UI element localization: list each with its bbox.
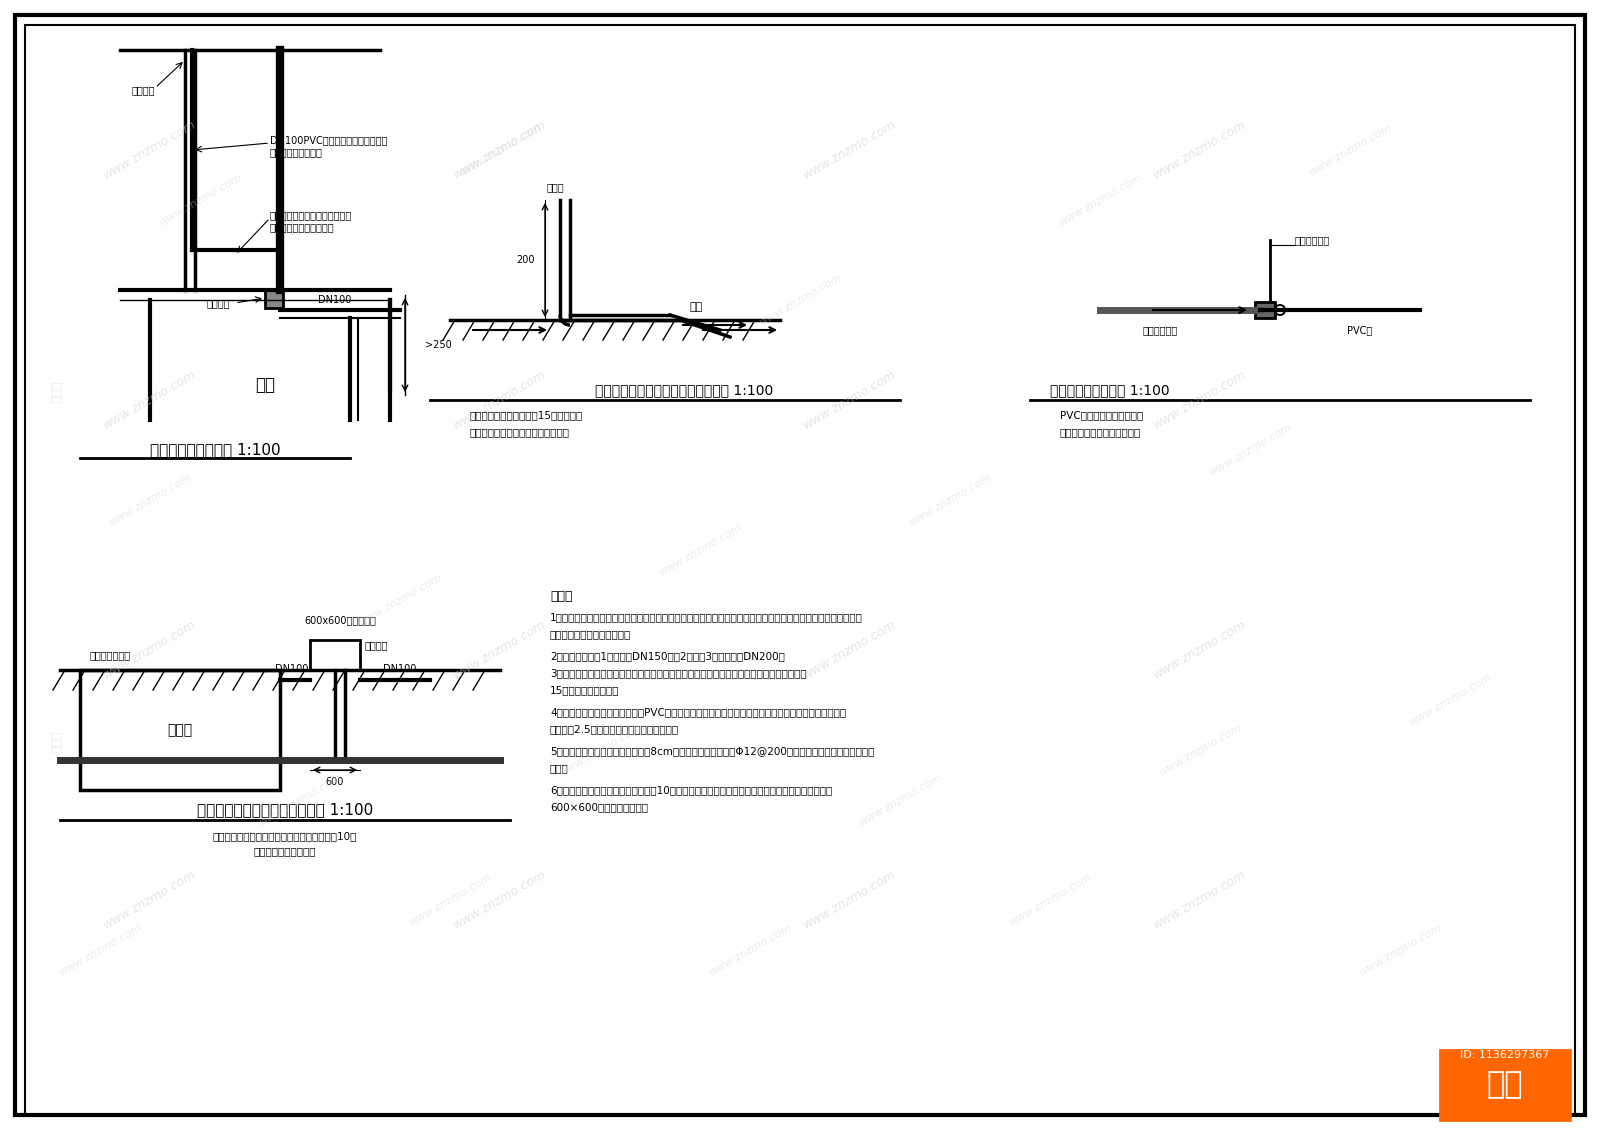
Text: www.znzmo.com: www.znzmo.com (451, 118, 549, 182)
Text: 能让雨水流入化籪池或籪坑。: 能让雨水流入化籪池或籪坑。 (550, 629, 632, 638)
Text: 清扫口: 清扫口 (546, 182, 563, 192)
Text: www.znzmo.com: www.znzmo.com (157, 172, 243, 228)
Text: 2、入户接管：接1户，管径DN150；接2户或、3户，合流管DN200。: 2、入户接管：接1户，管径DN150；接2户或、3户，合流管DN200。 (550, 651, 786, 661)
Text: www.znzmo.com: www.znzmo.com (1058, 172, 1142, 228)
Text: 知末网: 知末网 (50, 381, 62, 403)
Text: 200: 200 (517, 255, 534, 266)
Text: 化粪池: 化粪池 (168, 723, 192, 737)
Text: 4、从籪坑接出的管，接管处安装PVC格栋地面。籪坑接管封闭之后，须安装通气管至合适高度（或屋面: 4、从籪坑接出的管，接管处安装PVC格栋地面。籪坑接管封闭之后，须安装通气管至合… (550, 707, 846, 718)
Text: www.znzmo.com: www.znzmo.com (1357, 922, 1443, 977)
Bar (1254, 302, 1275, 318)
Bar (1440, 1050, 1570, 1120)
Text: DN100: DN100 (318, 295, 352, 305)
Text: www.znzmo.com: www.znzmo.com (802, 368, 899, 432)
Text: 钢筋混凝土管: 钢筋混凝土管 (1142, 325, 1178, 334)
Text: 偏心异径接头: 偏心异径接头 (1294, 235, 1330, 245)
Text: 建筑外墙: 建筑外墙 (131, 85, 155, 95)
Text: www.znzmo.com: www.znzmo.com (458, 122, 542, 177)
Text: DN100: DN100 (275, 664, 309, 673)
Text: www.znzmo.com: www.znzmo.com (1006, 872, 1093, 928)
Text: www.znzmo.com: www.znzmo.com (707, 922, 794, 977)
Text: 知末: 知末 (1486, 1070, 1523, 1099)
Text: 600x600砖砌小方井: 600x600砖砌小方井 (304, 615, 376, 625)
Bar (80, 670, 280, 790)
Text: www.znzmo.com: www.znzmo.com (101, 118, 198, 182)
Text: www.znzmo.com: www.znzmo.com (101, 368, 198, 432)
Text: www.znzmo.com: www.znzmo.com (858, 772, 942, 828)
Text: 粪坑接管后用钢筋混凝土板封闭: 粪坑接管后用钢筋混凝土板封闭 (270, 210, 352, 220)
Text: www.znzmo.com: www.znzmo.com (1406, 672, 1493, 728)
Text: www.znzmo.com: www.znzmo.com (802, 118, 899, 182)
Text: 有转弯或容易堵塞的地方须加清扫口: 有转弯或容易堵塞的地方须加清扫口 (470, 427, 570, 437)
Text: www.znzmo.com: www.znzmo.com (451, 618, 549, 681)
Text: www.znzmo.com: www.znzmo.com (107, 472, 194, 528)
Text: www.znzmo.com: www.znzmo.com (802, 868, 899, 932)
Text: www.znzmo.com: www.znzmo.com (451, 868, 549, 932)
Text: 格栅地漏: 格栅地漏 (206, 298, 230, 308)
Text: 住户已有化籪池接管图（剖面） 1:100: 住户已有化籪池接管图（剖面） 1:100 (197, 802, 373, 817)
Text: 住户已有化粪池: 住户已有化粪池 (90, 650, 131, 660)
Text: 如果需要变径必须加变径接头: 如果需要变径必须加变径接头 (1059, 427, 1141, 437)
Text: 知末网: 知末网 (50, 730, 62, 753)
Text: 粪坑: 粪坑 (254, 376, 275, 394)
Text: 1、对于已有简易化籪池的住户，入户管接化籪池出水管。对于雨水也接入化籪池的住户，必须进行雨污分流，不: 1、对于已有简易化籪池的住户，入户管接化籪池出水管。对于雨水也接入化籪池的住户，… (550, 612, 862, 622)
Text: 且方便加小型检查井处: 且方便加小型检查井处 (254, 846, 317, 857)
Text: www.znzmo.com: www.znzmo.com (1307, 122, 1394, 177)
Text: 见大样图: 见大样图 (365, 640, 389, 650)
Text: www.znzmo.com: www.znzmo.com (658, 522, 742, 577)
Text: www.znzmo.com: www.znzmo.com (557, 722, 643, 777)
Text: 5、封闭籪坑的钉筋混凝土盖板，厕8cm，底板单层双向布筋，Φ12@200。盖板大小视现场籪坑具体情况: 5、封闭籪坑的钉筋混凝土盖板，厕8cm，底板单层双向布筋，Φ12@200。盖板大… (550, 746, 874, 756)
Text: ID: 1136297367: ID: 1136297367 (1461, 1050, 1550, 1060)
Text: 600×600的混凝土小方井。: 600×600的混凝土小方井。 (550, 802, 648, 812)
Text: www.znzmo.com: www.znzmo.com (1206, 423, 1293, 478)
Text: 籪坑接管图（剖面） 1:100: 籪坑接管图（剖面） 1:100 (150, 443, 280, 458)
Text: www.znzmo.com: www.znzmo.com (757, 272, 843, 328)
Text: 确定。: 确定。 (550, 763, 568, 773)
Text: 防止雨水流入和臭气外溢: 防止雨水流入和臭气外溢 (270, 221, 334, 232)
Text: www.znzmo.com: www.znzmo.com (357, 572, 443, 628)
Text: 出户管至检查井距离大于15米加清扫口: 出户管至检查井距离大于15米加清扫口 (470, 410, 584, 420)
Text: PVC管: PVC管 (1347, 325, 1373, 334)
Text: www.znzmo.com: www.znzmo.com (58, 922, 142, 977)
Text: www.znzmo.com: www.znzmo.com (1150, 368, 1250, 432)
Text: 说明：: 说明： (550, 590, 573, 603)
Text: 地面: 地面 (690, 302, 704, 312)
Text: www.znzmo.com: www.znzmo.com (1157, 722, 1243, 777)
Text: PVC管接出户钉筋混凝土管: PVC管接出户钉筋混凝土管 (1059, 410, 1144, 420)
Text: 6、住户已有化籪池距检查井距离大于10米，且位置方便徧建小型检查井，可视情在其旁边增加一个: 6、住户已有化籪池距检查井距离大于10米，且位置方便徧建小型检查井，可视情在其旁… (550, 785, 832, 796)
Text: www.znzmo.com: www.znzmo.com (406, 872, 493, 928)
Text: www.znzmo.com: www.znzmo.com (907, 472, 994, 528)
Text: www.znzmo.com: www.znzmo.com (1150, 618, 1250, 681)
Text: 15米还必须加清扫口。: 15米还必须加清扫口。 (550, 685, 619, 695)
Bar (310, 640, 360, 670)
Text: www.znzmo.com: www.znzmo.com (802, 618, 899, 681)
Text: >250: >250 (426, 340, 451, 350)
Text: 入户横支管接管大样 1:100: 入户横支管接管大样 1:100 (1050, 383, 1170, 397)
Text: 入户横支管适当位置安装清扫口大样 1:100: 入户横支管适当位置安装清扫口大样 1:100 (595, 383, 773, 397)
Text: 600: 600 (326, 777, 344, 786)
Text: 该种接法适用于化粪池据主管检查井距离大于10米: 该种接法适用于化粪池据主管检查井距离大于10米 (213, 831, 357, 841)
Text: www.znzmo.com: www.znzmo.com (1150, 118, 1250, 182)
Text: 或到地面2.5米处），视环境具体情况而定。: 或到地面2.5米处），视环境具体情况而定。 (550, 724, 678, 734)
Text: DN100PVC通气管（顶部加通气帽）: DN100PVC通气管（顶部加通气帽） (270, 134, 387, 145)
Text: 伸至屋面或合适位置: 伸至屋面或合适位置 (270, 147, 323, 157)
Bar (266, 290, 283, 308)
Text: www.znzmo.com: www.znzmo.com (1150, 868, 1250, 932)
Text: DN100: DN100 (384, 664, 416, 673)
Text: www.znzmo.com: www.znzmo.com (101, 618, 198, 681)
Text: www.znzmo.com: www.znzmo.com (451, 368, 549, 432)
Text: www.znzmo.com: www.znzmo.com (258, 772, 342, 828)
Text: 3、入户管请根据实际情况安装清扫口。转弯的地方必须加清扫口。直管距离检查井距离大于: 3、入户管请根据实际情况安装清扫口。转弯的地方必须加清扫口。直管距离检查井距离大… (550, 668, 806, 678)
Text: www.znzmo.com: www.znzmo.com (101, 868, 198, 932)
